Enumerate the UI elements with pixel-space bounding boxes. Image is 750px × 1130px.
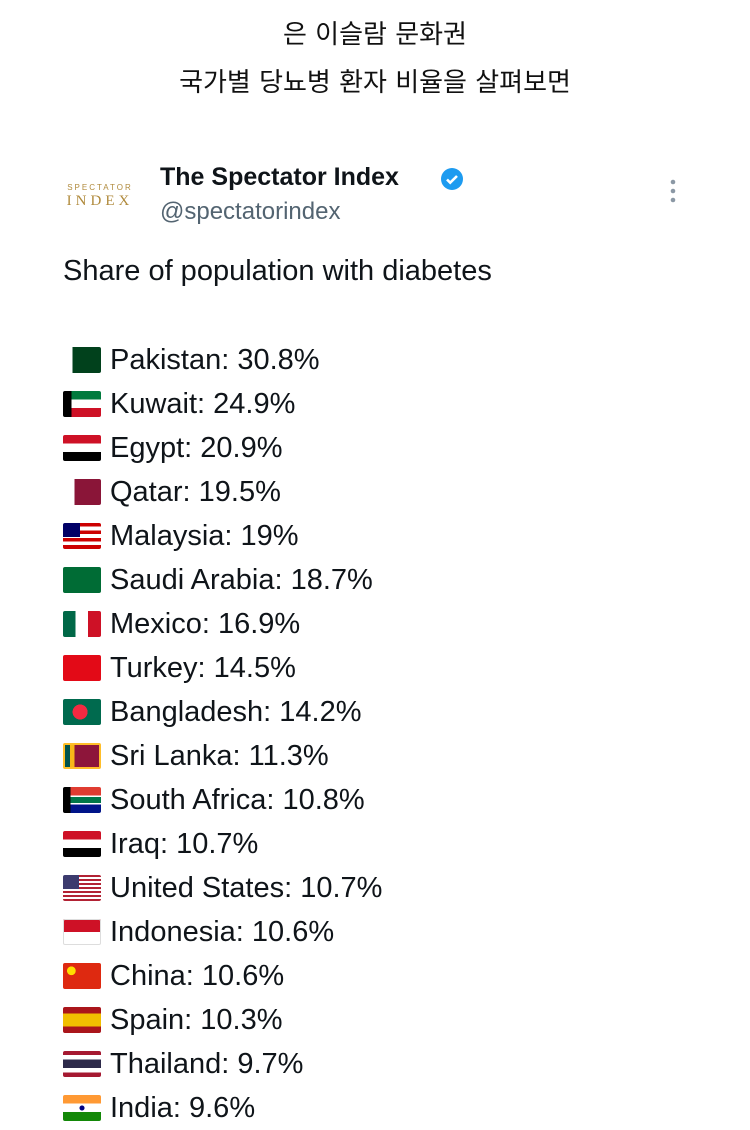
flag bbox=[63, 347, 101, 373]
author-name[interactable]: The Spectator Index bbox=[160, 163, 399, 191]
flag bbox=[63, 875, 101, 901]
author-handle[interactable]: @spectatorindex bbox=[160, 198, 341, 225]
list-item: Indonesia: 10.6% bbox=[63, 910, 382, 954]
header-line: 국가별 당뇨병 환자 비율을 살펴보면 bbox=[179, 68, 571, 98]
list-item: Iraq: 10.7% bbox=[63, 822, 382, 866]
tweet-list: Pakistan: 30.8% Kuwait: 24.9% Egypt: 20.… bbox=[63, 338, 382, 1130]
flag bbox=[63, 435, 101, 461]
list-item: United States: 10.7% bbox=[63, 866, 382, 910]
list-item: Kuwait: 24.9% bbox=[63, 382, 382, 426]
list-item: Spain: 10.3% bbox=[63, 998, 382, 1042]
item-text: Turkey: 14.5% bbox=[110, 651, 296, 684]
flag bbox=[63, 699, 101, 725]
list-item: Malaysia: 19% bbox=[63, 514, 382, 558]
item-text: Kuwait: 24.9% bbox=[110, 387, 296, 420]
item-text: Bangladesh: 14.2% bbox=[110, 695, 362, 728]
tweet-text: Share of population with diabetes bbox=[63, 255, 492, 287]
item-text: Sri Lanka: 11.3% bbox=[110, 739, 329, 772]
item-text: Mexico: 16.9% bbox=[110, 607, 301, 640]
item-text: Iraq: 10.7% bbox=[110, 827, 259, 860]
flag bbox=[63, 963, 101, 989]
list-item: India: 9.6% bbox=[63, 1086, 382, 1130]
list-item: Thailand: 9.7% bbox=[63, 1042, 382, 1086]
flag bbox=[63, 391, 101, 417]
flag bbox=[63, 831, 101, 857]
item-text: Saudi Arabia: 18.7% bbox=[110, 563, 373, 596]
list-item: China: 10.6% bbox=[63, 954, 382, 998]
item-text: Thailand: 9.7% bbox=[110, 1047, 304, 1080]
item-text: Qatar: 19.5% bbox=[110, 475, 281, 508]
verified-badge bbox=[441, 168, 463, 190]
item-text: Malaysia: 19% bbox=[110, 519, 299, 552]
item-text: South Africa: 10.8% bbox=[110, 783, 365, 816]
flag bbox=[63, 479, 101, 505]
list-item: South Africa: 10.8% bbox=[63, 778, 382, 822]
flag bbox=[63, 611, 101, 637]
logo-bottom: INDEX bbox=[66, 193, 134, 209]
more-menu[interactable] bbox=[668, 178, 678, 204]
item-text: Pakistan: 30.8% bbox=[110, 343, 320, 376]
flag bbox=[63, 655, 101, 681]
flag bbox=[63, 567, 101, 593]
list-item: Mexico: 16.9% bbox=[63, 602, 382, 646]
list-item: Saudi Arabia: 18.7% bbox=[63, 558, 382, 602]
item-text: China: 10.6% bbox=[110, 959, 285, 992]
flag bbox=[63, 743, 101, 769]
item-text: Egypt: 20.9% bbox=[110, 431, 283, 464]
header-line: 은 이슬람 문화권 bbox=[283, 20, 467, 50]
list-item: Turkey: 14.5% bbox=[63, 646, 382, 690]
item-text: Indonesia: 10.6% bbox=[110, 915, 335, 948]
flag bbox=[63, 523, 101, 549]
flag bbox=[63, 1007, 101, 1033]
list-item: Sri Lanka: 11.3% bbox=[63, 734, 382, 778]
flag bbox=[63, 1095, 101, 1121]
list-item: Pakistan: 30.8% bbox=[63, 338, 382, 382]
list-item: Egypt: 20.9% bbox=[63, 426, 382, 470]
item-text: United States: 10.7% bbox=[110, 871, 383, 904]
avatar[interactable]: SPECTATOR INDEX bbox=[64, 183, 136, 210]
list-item: Bangladesh: 14.2% bbox=[63, 690, 382, 734]
list-item: Qatar: 19.5% bbox=[63, 470, 382, 514]
logo-top: SPECTATOR bbox=[67, 183, 133, 192]
flag bbox=[63, 787, 101, 813]
flag bbox=[63, 1051, 101, 1077]
flag bbox=[63, 919, 101, 945]
item-text: India: 9.6% bbox=[110, 1091, 256, 1124]
item-text: Spain: 10.3% bbox=[110, 1003, 283, 1036]
